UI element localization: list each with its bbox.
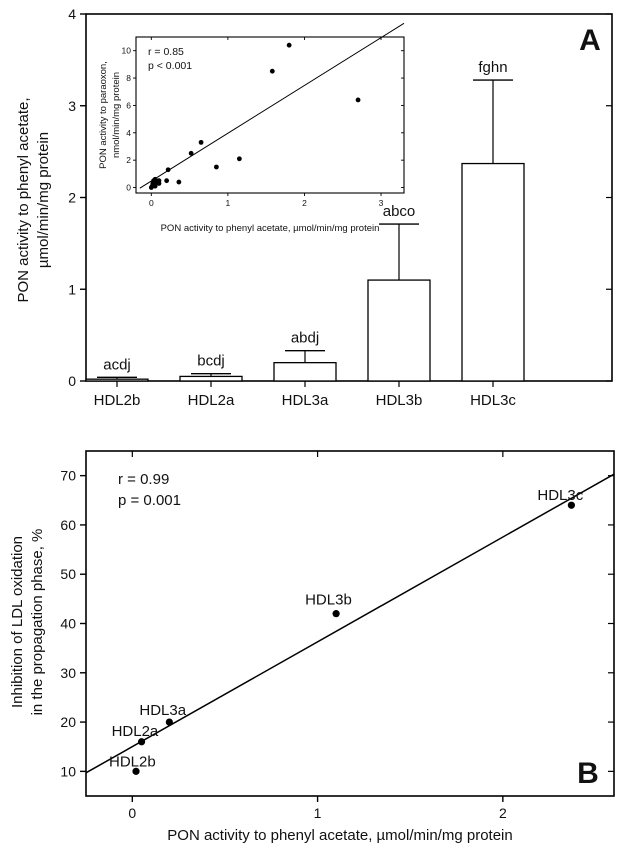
panel-b-data-point xyxy=(132,767,140,775)
panel-a-bar xyxy=(273,361,337,382)
inset-data-point xyxy=(198,139,204,145)
panel-a-ytick-label: 1 xyxy=(68,281,76,297)
panel-a-category-label: HDL3a xyxy=(282,392,329,409)
panel-b-stat-p: p = 0.001 xyxy=(118,492,181,509)
inset-data-point xyxy=(286,42,292,48)
inset-xtick-label: 3 xyxy=(379,198,384,208)
inset-xtick-label: 1 xyxy=(226,198,231,208)
inset-data-point xyxy=(164,178,170,184)
panel-a-category-label: HDL2b xyxy=(94,392,141,409)
panel-a-ytick-label: 4 xyxy=(68,6,76,22)
panel-a-category-label: HDL3b xyxy=(376,392,423,409)
panel-b-ytick-label: 20 xyxy=(60,714,76,730)
panel-b-data-point xyxy=(137,738,146,746)
panel-b-point-label: HDL3c xyxy=(537,487,583,504)
inset-ytick-label: 0 xyxy=(126,183,131,193)
inset-ytick-label: 10 xyxy=(122,46,132,56)
inset-frame xyxy=(135,36,405,194)
panel-b-ytick-label: 60 xyxy=(60,517,76,533)
inset-data-point xyxy=(355,97,361,103)
panel-b-label: B xyxy=(577,757,599,790)
panel-b-point-label: HDL2a xyxy=(112,723,159,740)
inset-regression-line xyxy=(139,22,405,189)
panel-a-bar xyxy=(179,375,243,382)
inset-data-point xyxy=(165,167,171,173)
inset-data-point xyxy=(236,156,242,162)
panel-b-ytick-label: 10 xyxy=(60,763,76,779)
inset-ylabel-line2: nmol/min/mg protein xyxy=(111,72,122,158)
inset-xtick-label: 0 xyxy=(149,198,154,208)
panel-b-point-label: HDL3b xyxy=(305,592,352,609)
panel-b-xtick-label: 0 xyxy=(128,805,136,821)
panel-a-ytick-label: 2 xyxy=(68,190,76,206)
panel-a-bar xyxy=(85,378,149,382)
inset-ytick-label: 4 xyxy=(126,128,131,138)
panel-a-bar xyxy=(367,279,431,382)
inset-xlabel: PON activity to phenyl acetate, µmol/min… xyxy=(161,223,380,234)
inset-data-point xyxy=(176,179,182,185)
panel-b-xlabel: PON activity to phenyl acetate, µmol/min… xyxy=(167,827,512,844)
inset-data-point xyxy=(214,164,219,170)
panel-a-significance-label: abdj xyxy=(291,330,319,347)
panel-a-ytick-label: 3 xyxy=(68,98,76,114)
inset-stat-r: r = 0.85 xyxy=(148,46,184,58)
panel-a-category-label: HDL2a xyxy=(188,392,235,409)
panel-b-xtick-label: 1 xyxy=(314,805,322,821)
panel-a-bar xyxy=(461,162,525,382)
panel-b-data-point xyxy=(332,610,340,618)
inset-ytick-label: 8 xyxy=(126,73,131,83)
panel-b-regression-line xyxy=(85,473,615,774)
inset-ytick-label: 6 xyxy=(126,100,131,110)
inset-data-point xyxy=(188,150,194,156)
panel-a-significance-label: fghn xyxy=(478,59,507,76)
panel-a-label: A xyxy=(579,24,601,57)
panel-a-ylabel-line1: PON activity to phenyl acetate, xyxy=(15,97,32,302)
inset-ytick-label: 2 xyxy=(126,155,131,165)
panel-b-data-point xyxy=(567,501,575,509)
inset-xtick-label: 2 xyxy=(302,198,307,208)
inset-ylabel-line1: PON activity to paraoxon, xyxy=(98,61,109,169)
panel-a-category-label: HDL3c xyxy=(470,392,516,409)
panel-b-data-point xyxy=(165,718,173,726)
panel-b-point-label: HDL2b xyxy=(109,753,156,770)
panel-b-xtick-label: 2 xyxy=(499,805,507,821)
inset-data-point xyxy=(156,178,162,184)
panel-b-point-label: HDL3a xyxy=(139,702,186,719)
inset-data-point xyxy=(152,183,158,189)
inset-data-point xyxy=(269,68,275,74)
inset-stat-p: p < 0.001 xyxy=(148,60,192,72)
panel-b-ytick-label: 40 xyxy=(60,616,76,632)
panel-b-ylabel-line1: Inhibition of LDL oxidation xyxy=(9,536,26,708)
panel-a-ytick-label: 0 xyxy=(68,373,76,389)
panel-b-ytick-label: 50 xyxy=(60,566,76,582)
panel-b-stat-r: r = 0.99 xyxy=(118,471,169,488)
panel-a-significance-label: abco xyxy=(383,203,416,220)
panel-b-ytick-label: 70 xyxy=(60,468,76,484)
panel-a-ylabel-line2: µmol/min/mg protein xyxy=(35,132,52,268)
panel-b-ytick-label: 30 xyxy=(60,665,76,681)
panel-b-ylabel-line2: in the propagation phase, % xyxy=(29,529,46,716)
panel-a-significance-label: bcdj xyxy=(197,353,225,370)
panel-a-significance-label: acdj xyxy=(103,356,131,373)
